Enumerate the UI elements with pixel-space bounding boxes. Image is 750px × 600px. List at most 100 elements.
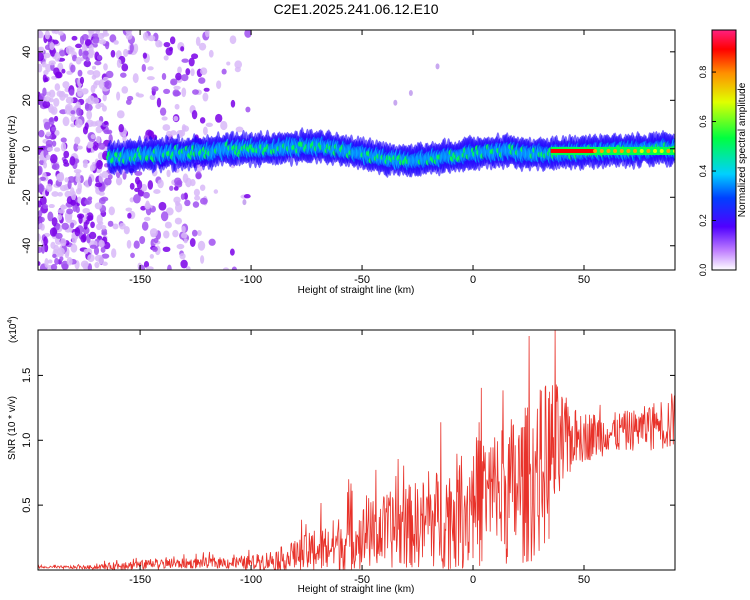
noise-cell [57, 192, 63, 197]
noise-cell [64, 251, 70, 259]
noise-cell [213, 189, 219, 194]
noise-cell [56, 172, 65, 183]
noise-cell [75, 171, 81, 180]
noise-cell [172, 229, 179, 238]
noise-cell [45, 63, 52, 73]
noise-cell [103, 177, 112, 186]
noise-cell [200, 67, 208, 76]
noise-cell [87, 263, 93, 270]
noise-cell [50, 107, 55, 114]
noise-cell [81, 88, 89, 95]
noise-cell [63, 150, 70, 159]
noise-cell [87, 53, 94, 59]
noise-cell [163, 230, 170, 239]
noise-cell [98, 239, 105, 248]
noise-cell [115, 176, 123, 186]
noise-cell [155, 39, 162, 48]
noise-cell [52, 253, 57, 259]
noise-cell [133, 194, 141, 204]
noise-cell [191, 110, 198, 120]
noise-cell [79, 35, 85, 45]
noise-cell [195, 36, 201, 47]
noise-cell [163, 55, 169, 61]
noise-cell [44, 77, 49, 83]
noise-cell [79, 76, 85, 85]
noise-cell [78, 214, 83, 224]
noise-cell [165, 47, 173, 56]
x-tick-label: 50 [578, 274, 590, 286]
noise-cell [91, 74, 97, 80]
noise-cell [179, 252, 186, 260]
noise-cell [158, 201, 167, 211]
noise-cell [44, 258, 49, 268]
noise-cell [50, 241, 56, 249]
noise-cell [77, 69, 83, 77]
noise-cell [98, 39, 107, 45]
noise-cell [51, 164, 57, 170]
noise-cell [76, 107, 82, 117]
noise-cell [73, 142, 79, 152]
noise-cell [202, 126, 208, 136]
noise-cell [60, 238, 67, 247]
noise-cell [145, 266, 154, 270]
noise-cell [43, 69, 49, 76]
noise-cell [180, 74, 189, 82]
noise-cell [61, 222, 69, 230]
noise-cell [86, 215, 94, 222]
spectrogram-x-axis: -150 -100 -50 0 50 [129, 30, 590, 286]
noise-cell [139, 235, 146, 245]
ridge-strong-dot [593, 148, 598, 153]
noise-cell [39, 176, 46, 181]
noise-cell [185, 177, 192, 188]
colorbar-tick-label: 0.0 [698, 264, 708, 277]
noise-cell [166, 169, 171, 178]
figure-title: C2E1.2025.241.06.12.E10 [273, 1, 438, 17]
noise-cell [208, 238, 216, 246]
noise-cell [43, 236, 48, 246]
noise-cell [57, 214, 63, 221]
noise-cell [151, 86, 159, 92]
noise-cell [108, 206, 115, 216]
noise-cell [184, 199, 191, 207]
colorbar-ticks: 0.0 0.2 0.4 0.6 0.8 [698, 66, 716, 276]
noise-cell [69, 156, 76, 166]
svg-text:(x104): (x104) [7, 316, 19, 343]
spectrogram-x-label: Height of straight line (km) [298, 285, 415, 296]
noise-cell [42, 204, 49, 209]
noise-cell [127, 212, 132, 219]
ridge-strong-dot [599, 148, 604, 153]
ridge-strong-dot [639, 148, 644, 153]
noise-cell [142, 31, 149, 41]
noise-cell [112, 223, 119, 230]
noise-cell [170, 130, 177, 136]
noise-cell [95, 182, 103, 188]
noise-cell [144, 202, 151, 210]
noise-cell [65, 96, 74, 104]
noise-cell [60, 204, 66, 211]
noise-cell [58, 31, 64, 36]
noise-cell [47, 259, 53, 264]
noise-cell [93, 246, 100, 256]
noise-cell [198, 42, 207, 51]
snr-multiplier: (x104) [7, 316, 19, 343]
noise-cell [98, 142, 106, 150]
y-tick-label: 0 [21, 146, 33, 152]
snr-y-label: SNR (10 * v/v) [7, 396, 18, 460]
noise-cell [116, 91, 121, 101]
noise-cell [125, 207, 133, 212]
noise-cell [49, 153, 58, 164]
noise-cell [87, 30, 96, 35]
noise-cell [75, 118, 83, 128]
y-tick-label: 20 [21, 94, 33, 106]
noise-cell [89, 244, 97, 249]
noise-cell [101, 253, 110, 259]
noise-cell [229, 248, 235, 256]
noise-cell [67, 180, 72, 190]
noise-cell [175, 201, 181, 206]
ridge-strong-dot [606, 148, 611, 153]
noise-cell [156, 97, 162, 108]
noise-cell [147, 180, 154, 190]
noise-cell [149, 254, 154, 259]
noise-cell [38, 52, 44, 62]
